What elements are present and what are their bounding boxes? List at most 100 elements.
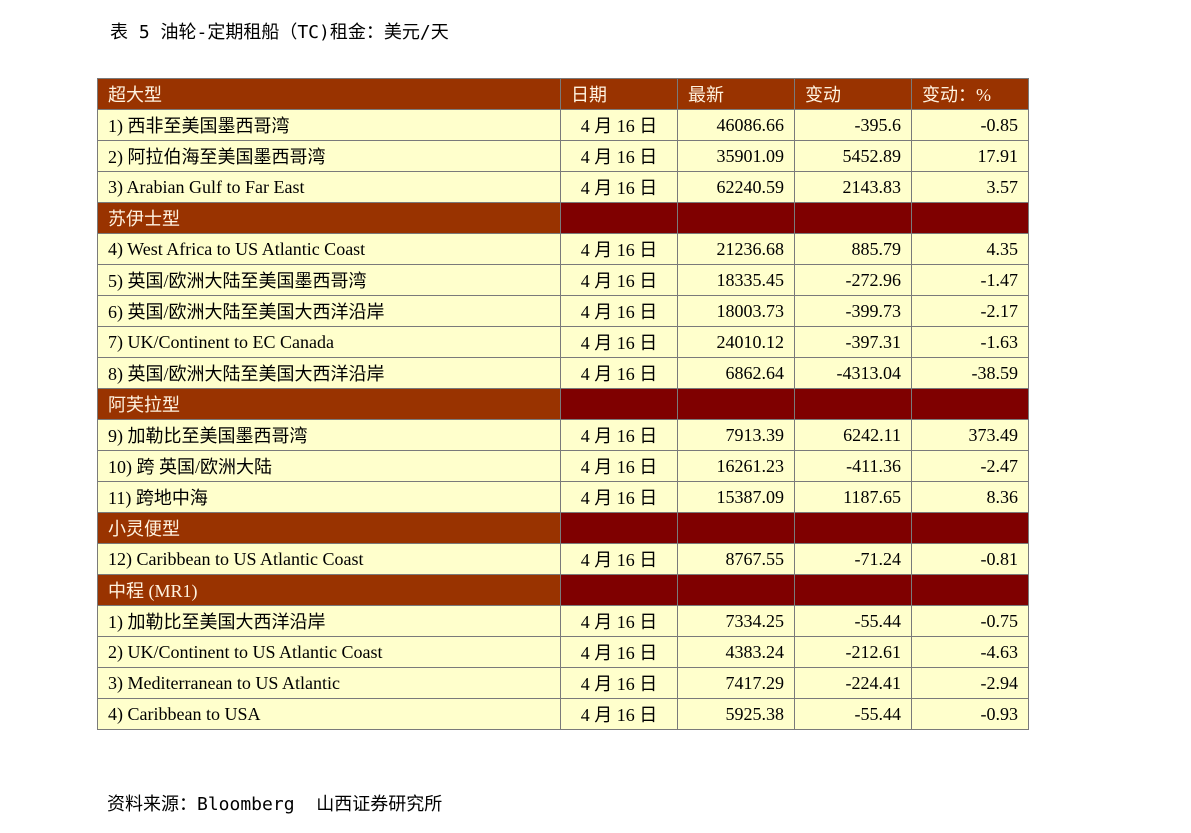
section-cell <box>560 388 678 420</box>
table-cell: 7417.29 <box>677 667 795 699</box>
table-cell: 4 月 16 日 <box>560 109 678 141</box>
table-cell: 10) 跨 英国/欧洲大陆 <box>97 450 561 482</box>
table-cell: -395.6 <box>794 109 912 141</box>
table-cell: -212.61 <box>794 636 912 668</box>
table-cell: 18335.45 <box>677 264 795 296</box>
header-cell: 变动 <box>794 78 912 110</box>
table-cell: 7) UK/Continent to EC Canada <box>97 326 561 358</box>
header-row: 超大型 日期 最新 变动 变动：% <box>97 78 1029 110</box>
table-cell: -411.36 <box>794 450 912 482</box>
table-cell: 46086.66 <box>677 109 795 141</box>
table-cell: 11) 跨地中海 <box>97 481 561 513</box>
table-cell: 3) Mediterranean to US Atlantic <box>97 667 561 699</box>
table-cell: -71.24 <box>794 543 912 575</box>
section-cell <box>677 574 795 606</box>
table-cell: 885.79 <box>794 233 912 265</box>
section-cell <box>911 574 1029 606</box>
table-cell: 24010.12 <box>677 326 795 358</box>
data-row: 10) 跨 英国/欧洲大陆 4 月 16 日 16261.23 -411.36 -2.4… <box>97 450 1029 482</box>
header-cell: 变动：% <box>911 78 1029 110</box>
table-cell: -4313.04 <box>794 357 912 389</box>
table-cell: 5452.89 <box>794 140 912 172</box>
table-cell: 4 月 16 日 <box>560 698 678 730</box>
table-cell: 17.91 <box>911 140 1029 172</box>
data-row: 2) 阿拉伯海至美国墨西哥湾 4 月 16 日 35901.09 5452.89 17.… <box>97 140 1029 172</box>
section-cell <box>794 388 912 420</box>
section-cell <box>560 512 678 544</box>
table-cell: 4383.24 <box>677 636 795 668</box>
title: 表 5 油轮-定期租船（TC)租金：美元/天 <box>110 22 449 43</box>
table-cell: 5) 英国/欧洲大陆至美国墨西哥湾 <box>97 264 561 296</box>
table-cell: 7334.25 <box>677 605 795 637</box>
table-cell: 1) 加勒比至美国大西洋沿岸 <box>97 605 561 637</box>
table-cell: 4) Caribbean to USA <box>97 698 561 730</box>
table-cell: 4) West Africa to US Atlantic Coast <box>97 233 561 265</box>
table-cell: 4 月 16 日 <box>560 233 678 265</box>
section-cell <box>794 512 912 544</box>
table-cell: -0.81 <box>911 543 1029 575</box>
section-cell <box>911 512 1029 544</box>
data-row: 5) 英国/欧洲大陆至美国墨西哥湾 4 月 16 日 18335.45 -272.96… <box>97 264 1029 296</box>
section-row: 阿芙拉型 <box>97 388 1029 420</box>
section-cell <box>677 512 795 544</box>
table-cell: 8.36 <box>911 481 1029 513</box>
section-cell <box>911 202 1029 234</box>
table-cell: -1.63 <box>911 326 1029 358</box>
table-cell: -0.93 <box>911 698 1029 730</box>
section-cell <box>794 202 912 234</box>
header-cell: 超大型 <box>97 78 561 110</box>
section-cell <box>794 574 912 606</box>
table-cell: 9) 加勒比至美国墨西哥湾 <box>97 419 561 451</box>
table-cell: -1.47 <box>911 264 1029 296</box>
table-cell: -55.44 <box>794 605 912 637</box>
table-cell: 2143.83 <box>794 171 912 203</box>
table-cell: -2.17 <box>911 295 1029 327</box>
table-cell: 6862.64 <box>677 357 795 389</box>
header-cell: 最新 <box>677 78 795 110</box>
data-row: 4) Caribbean to USA 4 月 16 日 5925.38 -55.44… <box>97 698 1029 730</box>
table-cell: 6242.11 <box>794 419 912 451</box>
table-cell: 18003.73 <box>677 295 795 327</box>
table-cell: 8) 英国/欧洲大陆至美国大西洋沿岸 <box>97 357 561 389</box>
table-cell: 5925.38 <box>677 698 795 730</box>
table-cell: 4 月 16 日 <box>560 636 678 668</box>
table-cell: 373.49 <box>911 419 1029 451</box>
table-cell: 3.57 <box>911 171 1029 203</box>
table-cell: 15387.09 <box>677 481 795 513</box>
section-label: 阿芙拉型 <box>97 388 561 420</box>
table-cell: -272.96 <box>794 264 912 296</box>
data-row: 2) UK/Continent to US Atlantic Coast 4 月 … <box>97 636 1029 668</box>
table-cell: 4 月 16 日 <box>560 140 678 172</box>
table-cell: 7913.39 <box>677 419 795 451</box>
table-cell: 3) Arabian Gulf to Far East <box>97 171 561 203</box>
rate-table: 超大型 日期 最新 变动 变动：% 1) 西非至美国墨西哥湾 4 月 16 日 46086.6… <box>97 78 1029 730</box>
table-cell: 4 月 16 日 <box>560 419 678 451</box>
section-label: 小灵便型 <box>97 512 561 544</box>
table-cell: 16261.23 <box>677 450 795 482</box>
table-cell: 1) 西非至美国墨西哥湾 <box>97 109 561 141</box>
section-cell <box>677 202 795 234</box>
section-label: 中程 (MR1) <box>97 574 561 606</box>
table-cell: 4 月 16 日 <box>560 295 678 327</box>
data-row: 6) 英国/欧洲大陆至美国大西洋沿岸 4 月 16 日 18003.73 -399.7… <box>97 295 1029 327</box>
table-cell: 4 月 16 日 <box>560 171 678 203</box>
section-cell <box>560 202 678 234</box>
section-row: 小灵便型 <box>97 512 1029 544</box>
table-cell: 2) UK/Continent to US Atlantic Coast <box>97 636 561 668</box>
table-cell: 2) 阿拉伯海至美国墨西哥湾 <box>97 140 561 172</box>
table-cell: 4 月 16 日 <box>560 667 678 699</box>
table-cell: -2.94 <box>911 667 1029 699</box>
header-cell: 日期 <box>560 78 678 110</box>
table-cell: 21236.68 <box>677 233 795 265</box>
table-cell: 12) Caribbean to US Atlantic Coast <box>97 543 561 575</box>
table-cell: 4 月 16 日 <box>560 264 678 296</box>
data-row: 7) UK/Continent to EC Canada 4 月 16 日 2401… <box>97 326 1029 358</box>
table-cell: 4.35 <box>911 233 1029 265</box>
table-cell: -2.47 <box>911 450 1029 482</box>
data-row: 8) 英国/欧洲大陆至美国大西洋沿岸 4 月 16 日 6862.64 -4313.0… <box>97 357 1029 389</box>
section-cell <box>911 388 1029 420</box>
data-row: 3) Arabian Gulf to Far East 4 月 16 日 62240… <box>97 171 1029 203</box>
table-cell: -38.59 <box>911 357 1029 389</box>
